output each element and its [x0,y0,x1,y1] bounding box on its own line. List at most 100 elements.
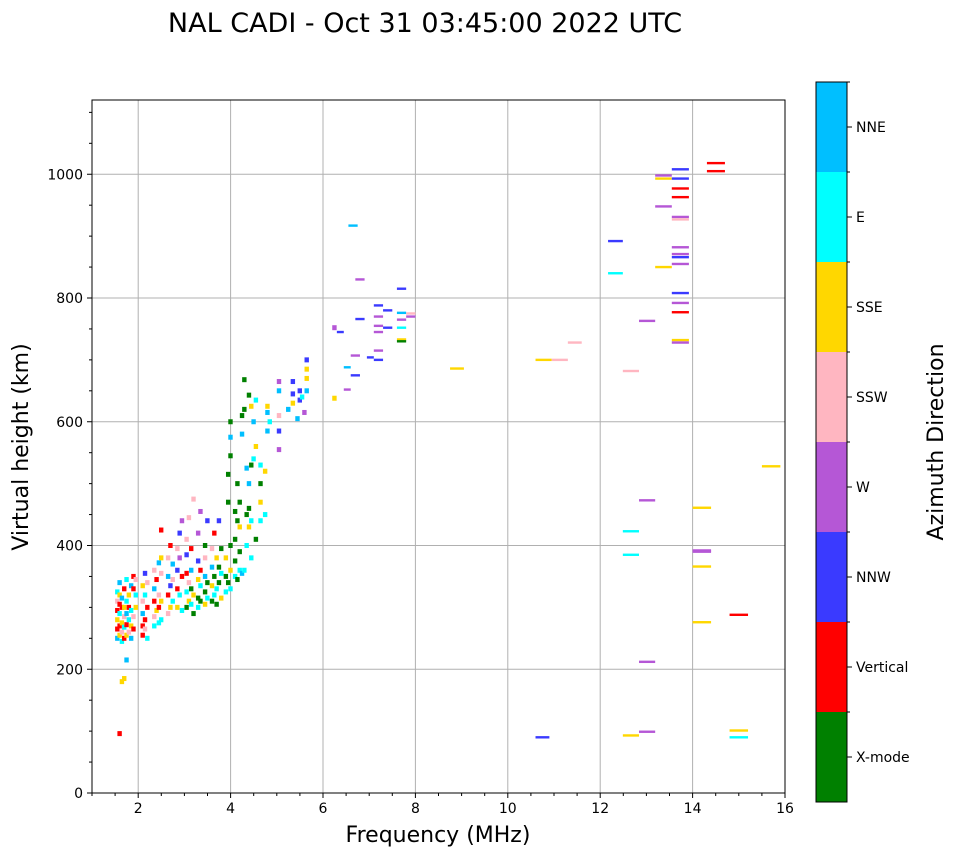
echo-cell-e [133,592,138,598]
echo-cell-e [122,624,127,630]
echo-cell-x-mode [237,549,242,555]
echo-cell-x-mode [202,543,208,548]
x-tick-label: 14 [684,801,702,817]
echo-cell-ssw [133,577,138,583]
echo-cell-vertical [119,604,125,610]
echo-cell-sse [223,555,229,561]
echo-cell-nnw [142,570,148,576]
echo-cell-e [223,589,229,595]
echo-cell-nnw [175,567,180,573]
echo-trace-w [350,354,360,357]
y-tick-label: 400 [56,539,83,555]
echo-cell-e [232,573,238,579]
echo-cell-vertical [126,604,132,610]
echo-cell-ssw [165,611,171,617]
y-tick-label: 600 [56,415,83,431]
echo-trace-vertical [729,613,749,616]
echo-cell-x-mode [223,573,229,579]
echo-cell-nnw [297,397,302,403]
echo-cell-vertical [122,586,127,592]
echo-trace-nnw [608,239,623,243]
echo-cell-ssw [276,413,282,419]
echo-cell-vertical [158,527,164,533]
colorbar-swatch-e [816,172,847,262]
echo-cell-x-mode [242,406,247,412]
echo-cell-sse [253,444,259,449]
echo-cell-e [158,617,164,623]
echo-cell-e [258,518,263,524]
y-tick-label: 1000 [47,167,83,183]
echo-cell-sse [265,403,270,409]
echo-cell-x-mode [191,611,196,617]
echo-cell-vertical [168,543,173,548]
echo-cell-sse [115,617,120,623]
echo-trace-nne [343,366,351,369]
echo-cell-e [117,611,122,617]
colorbar-label-ssw: SSW [856,390,888,406]
echo-cell-nne [244,465,249,471]
echo-cell-vertical [124,622,129,628]
echo-cell-e [119,638,125,644]
echo-trace-w [692,549,712,552]
echo-cell-ssw [170,577,175,583]
echo-cell-x-mode [258,481,263,487]
echo-trace-sse [692,621,712,624]
echo-cell-x-mode [202,589,208,595]
echo-cell-nne [251,419,256,425]
x-tick-label: 8 [411,801,420,817]
echo-cell-x-mode [239,413,245,419]
echo-cell-e [253,397,259,403]
echo-cell-ssw [145,580,150,586]
echo-trace-nnw [383,326,393,329]
echo-cell-nne [286,406,291,412]
y-axis: 0 200 400 600 800 1000 [47,111,92,802]
echo-cell-e [115,589,120,595]
echo-trace-w [343,388,351,391]
echo-cell-x-mode [225,580,231,586]
echo-cell-vertical [184,570,189,576]
echo-cell-nne [202,573,208,579]
echo-cell-nne [128,635,134,641]
echo-trace-sse [655,265,672,269]
echo-cell-sse [290,400,296,406]
echo-trace-nnw [671,291,689,295]
colorbar-swatch-x-mode [816,712,847,802]
echo-cell-sse [209,583,215,589]
echo-trace-w [671,252,689,256]
echo-trace-w [639,660,656,664]
echo-cell-nnw [276,428,282,434]
echo-cell-vertical [117,731,122,737]
echo-trace-w [671,246,689,249]
echo-cell-x-mode [242,377,247,383]
echo-cell-ssw [142,626,148,632]
echo-cell-nnw [304,357,309,363]
colorbar-swatch-w [816,442,847,532]
echo-trace-w [355,278,365,281]
echo-trace-sse [671,338,689,342]
echo-trace-w [692,550,712,553]
echo-cell-sse [119,679,125,685]
echo-trace-ssw [551,358,568,362]
echo-cell-x-mode [195,595,201,601]
echo-cell-vertical [212,530,217,536]
y-tick-label: 800 [56,291,83,307]
colorbar-swatch-nne [816,82,847,172]
echo-cell-sse [195,577,201,583]
echo-cell-e [128,607,134,613]
echo-cell-vertical [179,573,185,579]
echo-cell-nnw [168,583,173,589]
echo-cell-e [237,567,242,573]
echo-cell-sse [246,524,252,530]
echo-cell-nne [117,580,122,586]
echo-trace-nnw [336,330,344,334]
echo-cell-x-mode [214,601,219,607]
echo-cell-vertical [140,623,145,629]
echo-cell-ssw [175,546,180,552]
echo-cell-sse [128,623,134,629]
echo-cell-x-mode [225,499,231,505]
echo-cell-x-mode [212,573,217,579]
echo-cell-sse [124,632,129,638]
echo-cell-e [212,592,217,598]
echo-trace-w [373,324,384,328]
